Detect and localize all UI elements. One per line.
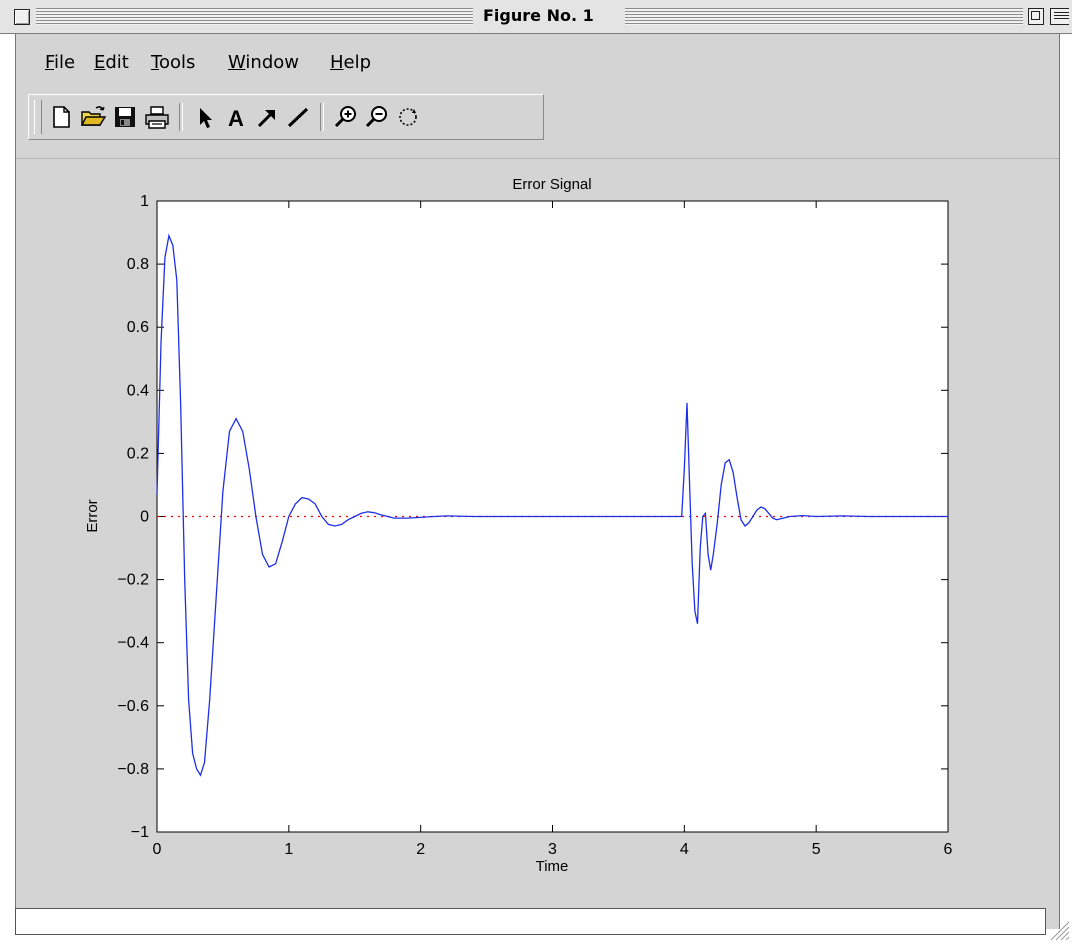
toolbar-separator bbox=[320, 103, 324, 131]
new-file-icon[interactable] bbox=[47, 103, 75, 131]
zoom-out-icon[interactable] bbox=[363, 103, 391, 131]
insert-text-icon[interactable]: A bbox=[222, 103, 250, 131]
figure-window: File Edit Tools Window Help A bbox=[15, 34, 1060, 929]
menu-edit[interactable]: Edit bbox=[94, 52, 129, 73]
zoom-in-icon[interactable] bbox=[332, 103, 360, 131]
insert-arrow-icon[interactable] bbox=[253, 103, 281, 131]
toolbar-grip[interactable] bbox=[34, 100, 42, 134]
insert-line-icon[interactable] bbox=[284, 103, 312, 131]
window-title: Figure No. 1 bbox=[475, 5, 602, 27]
menu-tools[interactable]: Tools bbox=[151, 52, 196, 73]
collapse-box[interactable] bbox=[1050, 8, 1069, 25]
status-bar bbox=[15, 908, 1046, 935]
window-titlebar[interactable]: Figure No. 1 bbox=[0, 0, 1072, 34]
menu-file[interactable]: File bbox=[45, 52, 76, 73]
open-folder-icon[interactable] bbox=[79, 103, 107, 131]
titlebar-stripes-right bbox=[625, 8, 1023, 25]
zoom-box[interactable] bbox=[1028, 8, 1044, 25]
select-arrow-icon[interactable] bbox=[191, 103, 219, 131]
save-icon[interactable] bbox=[111, 103, 139, 131]
menu-window[interactable]: Window bbox=[228, 52, 299, 73]
menu-help[interactable]: Help bbox=[330, 52, 372, 73]
toolbar-divider bbox=[16, 158, 1059, 159]
rotate-3d-icon[interactable] bbox=[394, 103, 422, 131]
print-icon[interactable] bbox=[143, 103, 171, 131]
svg-text:A: A bbox=[228, 106, 244, 131]
window-right-edge bbox=[1059, 34, 1072, 929]
titlebar-stripes-left bbox=[36, 8, 473, 25]
toolbar-separator bbox=[179, 103, 183, 131]
close-box[interactable] bbox=[14, 9, 30, 25]
figure-toolbar: A bbox=[28, 94, 544, 140]
resize-grip[interactable] bbox=[1045, 916, 1070, 941]
